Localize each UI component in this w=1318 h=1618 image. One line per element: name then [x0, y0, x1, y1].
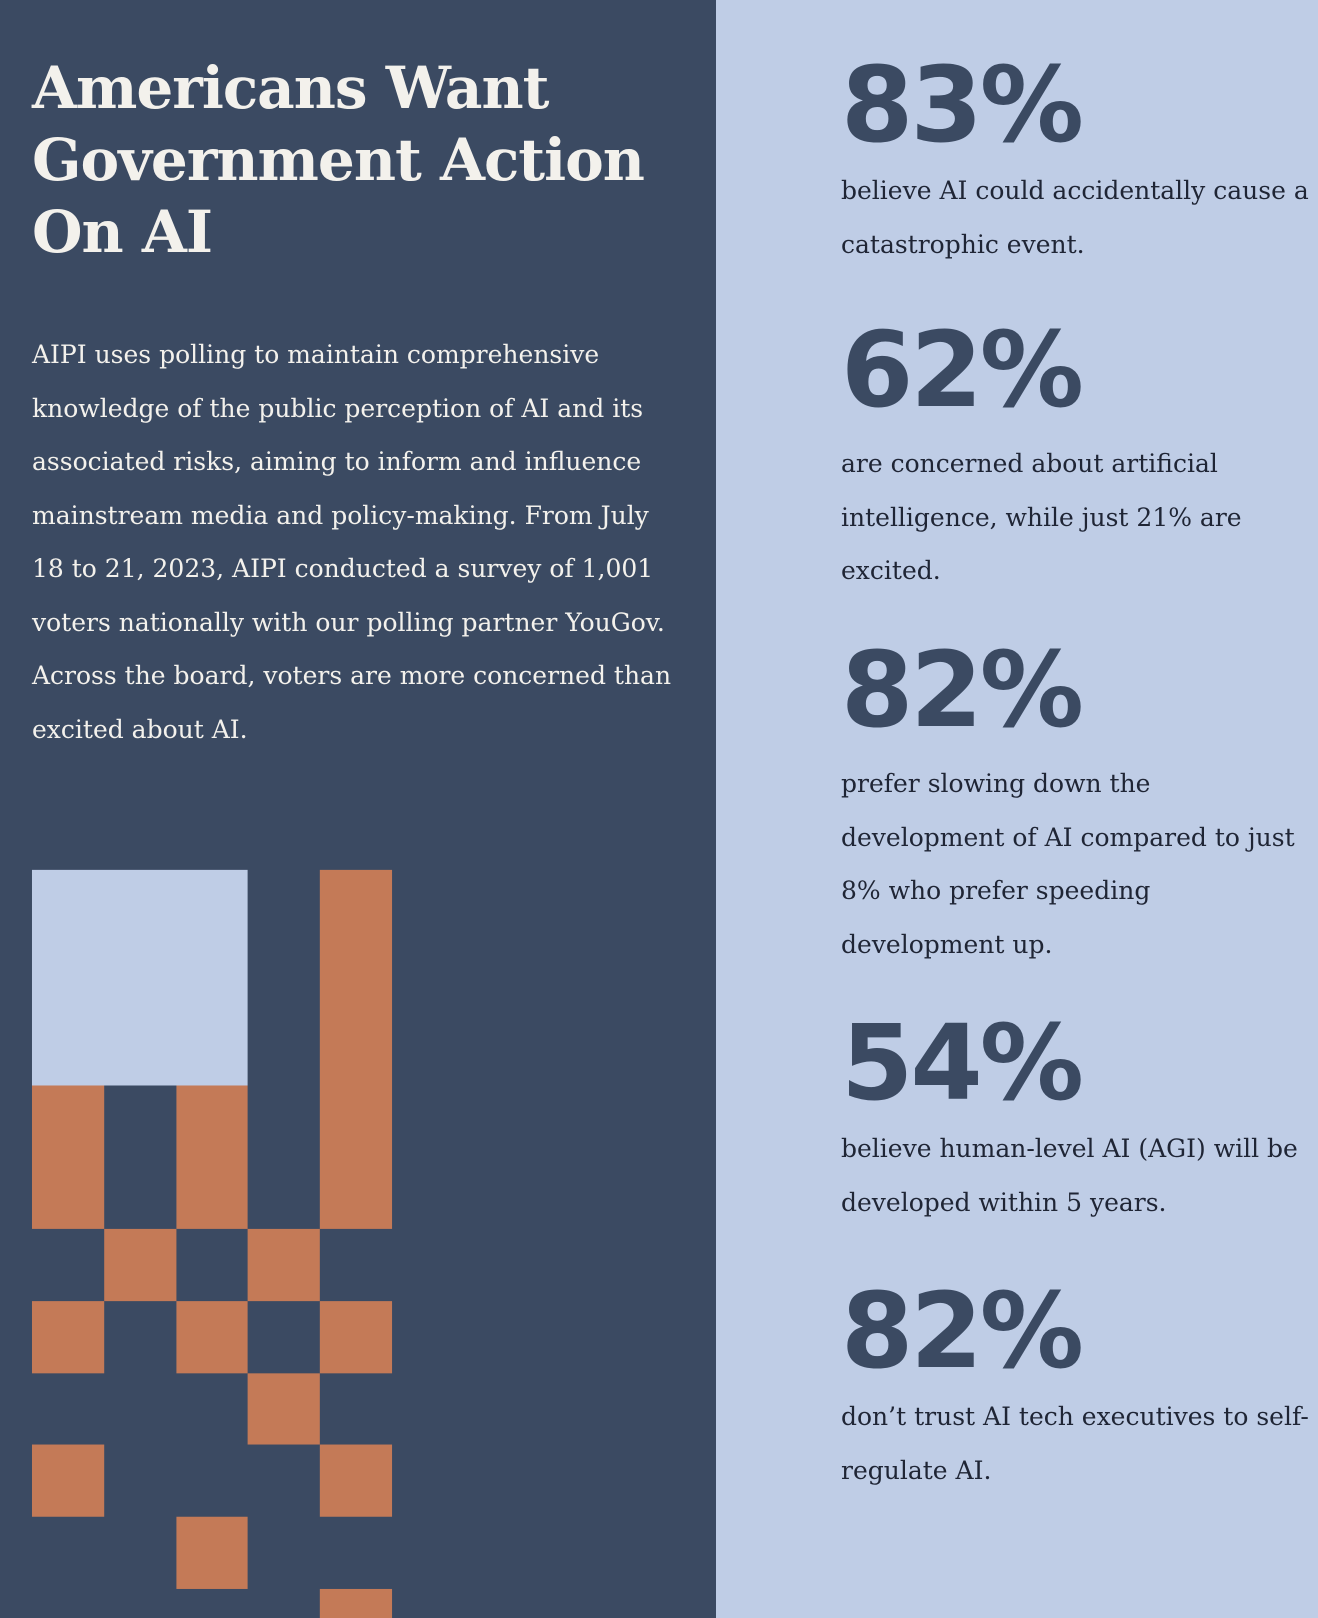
- stat-text: believe AI could accidentally cause a ca…: [841, 176, 1309, 259]
- pattern: [31, 869, 393, 1618]
- stat-figure: 62%: [841, 309, 1084, 431]
- stat-figure: 82%: [841, 629, 1084, 751]
- stat-text: believe human-level AI (AGI) will be dev…: [841, 1134, 1298, 1217]
- intro: AIPI uses polling to maintain comprehens…: [32, 340, 672, 744]
- stat-figure: 54%: [841, 1002, 1084, 1124]
- stat-text: are concerned about artificial intellige…: [841, 449, 1242, 585]
- stat-figure: 83%: [841, 44, 1084, 166]
- stat-text: don’t trust AI tech executives to self-r…: [841, 1402, 1309, 1485]
- stat: 83% believe AI could accidentally cause …: [841, 50, 1311, 271]
- title: Americans Want Government Action On AI: [32, 54, 645, 266]
- stat: 54% believe human-level AI (AGI) will be…: [841, 1008, 1311, 1229]
- stat-figure: 82%: [841, 1270, 1084, 1392]
- stat: 62% are concerned about artificial intel…: [841, 315, 1311, 598]
- stat: 82% don’t trust AI tech executives to se…: [841, 1276, 1311, 1497]
- stat: 82% prefer slowing down the development …: [841, 635, 1311, 971]
- stat-text: prefer slowing down the development of A…: [841, 769, 1295, 959]
- left-panel: Americans Want Government Action On AI A…: [0, 0, 716, 1618]
